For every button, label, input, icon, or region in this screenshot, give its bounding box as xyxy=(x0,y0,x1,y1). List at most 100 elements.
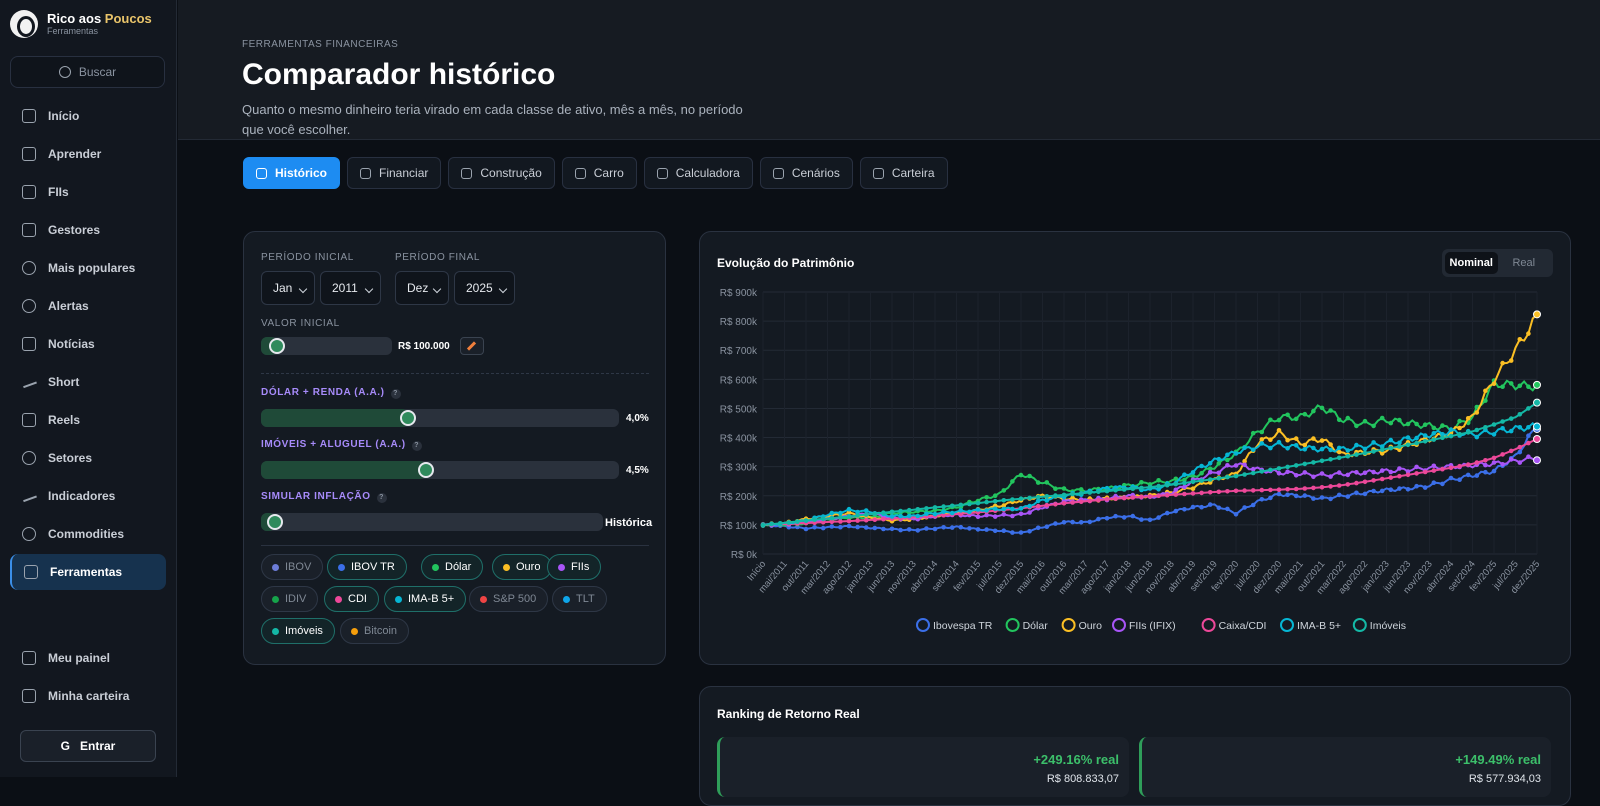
legend-item[interactable]: Ibovespa TR xyxy=(916,618,993,632)
dollar-rate-slider[interactable] xyxy=(261,409,619,427)
slider-thumb[interactable] xyxy=(268,338,285,354)
tab-cen-rios[interactable]: Cenários xyxy=(759,157,853,189)
data-point xyxy=(984,512,989,518)
start-year-select[interactable]: 2011 xyxy=(320,271,381,305)
start-month-select[interactable]: Jan xyxy=(261,271,315,305)
asset-chip[interactable]: S&P 500 xyxy=(469,586,549,612)
legend-item[interactable]: Ouro xyxy=(1061,618,1103,632)
initial-value-slider[interactable] xyxy=(261,337,392,355)
search-button[interactable]: Buscar xyxy=(10,56,165,88)
tab-hist-rico[interactable]: Histórico xyxy=(243,157,341,189)
data-point xyxy=(1035,480,1041,485)
data-point xyxy=(949,525,955,530)
data-point xyxy=(975,500,981,506)
tab-financiar[interactable]: Financiar xyxy=(347,157,442,189)
sidebar-item-setores[interactable]: Setores xyxy=(10,440,166,476)
asset-chip[interactable]: IBOV TR xyxy=(327,554,407,580)
page-subtitle: Quanto o mesmo dinheiro teria virado em … xyxy=(242,102,743,137)
sidebar-item-gestores[interactable]: Gestores xyxy=(10,212,166,248)
bar-chart-icon xyxy=(256,167,267,179)
asset-chip[interactable]: Dólar xyxy=(421,554,484,580)
data-point xyxy=(872,511,878,516)
asset-chip[interactable]: TLT xyxy=(552,586,607,612)
edit-pencil-icon[interactable] xyxy=(460,337,484,355)
y-tick-label: R$ 500k xyxy=(720,404,758,415)
data-point xyxy=(1371,478,1376,483)
asset-chip[interactable]: IBOV xyxy=(261,554,324,580)
data-point xyxy=(1156,487,1161,492)
sidebar-item-meu-painel[interactable]: Meu painel xyxy=(10,640,166,676)
end-month-select[interactable]: Dez xyxy=(395,271,449,305)
data-point xyxy=(1328,442,1333,447)
data-point xyxy=(1311,474,1316,480)
legend-item[interactable]: Caixa/CDI xyxy=(1201,618,1267,632)
ranking-item[interactable]: +249.16% real R$ 808.833,07 xyxy=(717,737,1129,797)
sidebar-item-fiis[interactable]: FIIs xyxy=(10,174,166,210)
tab-carro[interactable]: Carro xyxy=(561,157,637,189)
asset-chip[interactable]: IMA-B 5+ xyxy=(384,586,467,612)
sidebar-item-short[interactable]: Short xyxy=(10,364,166,400)
car-icon xyxy=(574,167,586,179)
end-point[interactable] xyxy=(1533,380,1541,389)
asset-chip[interactable]: CDI xyxy=(324,586,379,612)
sidebar-item-reels[interactable]: Reels xyxy=(10,402,166,438)
asset-chip[interactable]: IDIV xyxy=(261,586,319,612)
end-point[interactable] xyxy=(1533,398,1541,407)
sidebar-item-mais-populares[interactable]: Mais populares xyxy=(10,250,166,286)
nominal-toggle[interactable]: Nominal xyxy=(1445,252,1498,274)
data-point xyxy=(829,519,835,525)
login-button[interactable]: G Entrar xyxy=(20,730,156,762)
end-point[interactable] xyxy=(1533,456,1541,465)
slider-thumb[interactable] xyxy=(266,514,283,530)
sidebar-item-in-cio[interactable]: Início xyxy=(10,98,166,134)
controls-card: PERÍODO INICIAL PERÍODO FINAL Jan 2011 D… xyxy=(243,231,666,665)
tab-carteira[interactable]: Carteira xyxy=(859,157,948,189)
tab-calculadora[interactable]: Calculadora xyxy=(643,157,753,189)
legend-item[interactable]: Dólar xyxy=(1005,618,1049,632)
sidebar-item-alertas[interactable]: Alertas xyxy=(10,288,166,324)
sidebar-item-indicadores[interactable]: Indicadores xyxy=(10,478,166,514)
real-toggle[interactable]: Real xyxy=(1512,257,1536,269)
brand[interactable]: Rico aos Poucos Ferramentas xyxy=(10,10,152,38)
data-point xyxy=(1104,497,1110,502)
end-point[interactable] xyxy=(1533,435,1541,444)
data-point xyxy=(1362,479,1368,485)
help-icon[interactable]: ? xyxy=(411,441,422,451)
sidebar-item-minha-carteira[interactable]: Minha carteira xyxy=(10,678,166,714)
realestate-rate-slider[interactable] xyxy=(261,461,619,479)
end-point[interactable] xyxy=(1533,422,1541,431)
sidebar-item-ferramentas[interactable]: Ferramentas xyxy=(10,554,166,590)
asset-chip[interactable]: Ouro xyxy=(492,554,553,580)
data-point xyxy=(1199,490,1204,496)
help-icon[interactable]: ? xyxy=(376,493,387,503)
end-point[interactable] xyxy=(1533,310,1541,319)
sidebar-item-not-cias[interactable]: Notícias xyxy=(10,326,166,362)
data-point xyxy=(1457,418,1462,424)
sidebar-item-commodities[interactable]: Commodities xyxy=(10,516,166,552)
legend-item[interactable]: Imóveis xyxy=(1352,618,1406,632)
data-point xyxy=(1371,488,1376,494)
ranking-item[interactable]: +149.49% real R$ 577.934,03 xyxy=(1139,737,1551,797)
help-icon[interactable]: ? xyxy=(390,389,401,399)
tab-constru-o[interactable]: Construção xyxy=(448,157,555,189)
end-year-select[interactable]: 2025 xyxy=(454,271,515,305)
data-point xyxy=(1431,425,1437,431)
data-point xyxy=(1182,491,1187,497)
asset-chip[interactable]: FIIs xyxy=(547,554,602,580)
inflation-slider[interactable] xyxy=(261,513,603,531)
data-point xyxy=(1440,423,1445,428)
asset-chip[interactable]: Bitcoin xyxy=(340,618,410,644)
slider-thumb[interactable] xyxy=(399,410,416,426)
legend-item[interactable]: IMA-B 5+ xyxy=(1280,618,1341,632)
sidebar-item-aprender[interactable]: Aprender xyxy=(10,136,166,172)
data-point xyxy=(881,510,886,515)
data-point xyxy=(1354,423,1359,429)
chip-color-dot xyxy=(563,595,570,603)
legend-item[interactable]: FIIs (IFIX) xyxy=(1112,618,1176,632)
legend-swatch xyxy=(1201,618,1216,632)
data-point xyxy=(838,515,843,520)
data-point xyxy=(1121,487,1127,492)
data-point xyxy=(992,528,998,534)
slider-thumb[interactable] xyxy=(417,462,434,478)
asset-chip[interactable]: Imóveis xyxy=(261,618,335,644)
